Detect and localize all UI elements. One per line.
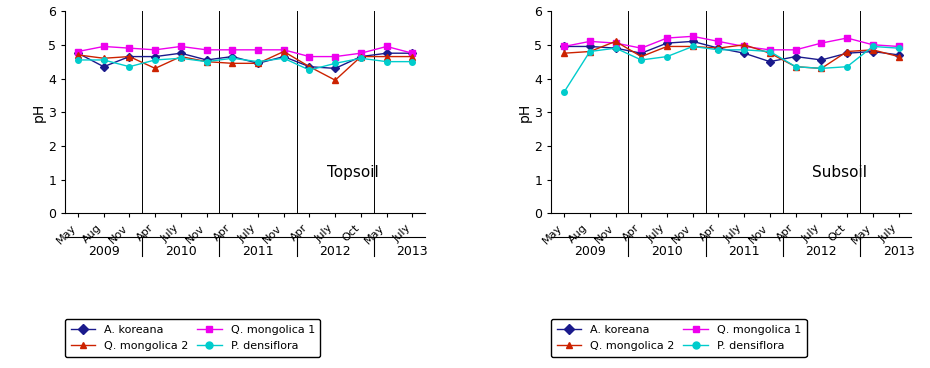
Text: 2013: 2013 [883, 245, 914, 258]
Text: 2010: 2010 [651, 245, 683, 258]
Text: 2009: 2009 [87, 245, 120, 258]
Text: 2013: 2013 [396, 245, 428, 258]
Y-axis label: pH: pH [517, 103, 531, 122]
Text: 2012: 2012 [805, 245, 837, 258]
Legend: A. koreana, Q. mongolica 2, Q. mongolica 1, P. densiflora: A. koreana, Q. mongolica 2, Q. mongolica… [65, 319, 321, 357]
Text: Subsoil: Subsoil [812, 166, 867, 180]
Text: 2010: 2010 [165, 245, 197, 258]
Legend: A. koreana, Q. mongolica 2, Q. mongolica 1, P. densiflora: A. koreana, Q. mongolica 2, Q. mongolica… [551, 319, 806, 357]
Text: 2009: 2009 [574, 245, 605, 258]
Text: 2012: 2012 [319, 245, 351, 258]
Text: 2011: 2011 [728, 245, 760, 258]
Text: Topsoil: Topsoil [327, 166, 379, 180]
Text: 2011: 2011 [242, 245, 273, 258]
Y-axis label: pH: pH [32, 103, 46, 122]
